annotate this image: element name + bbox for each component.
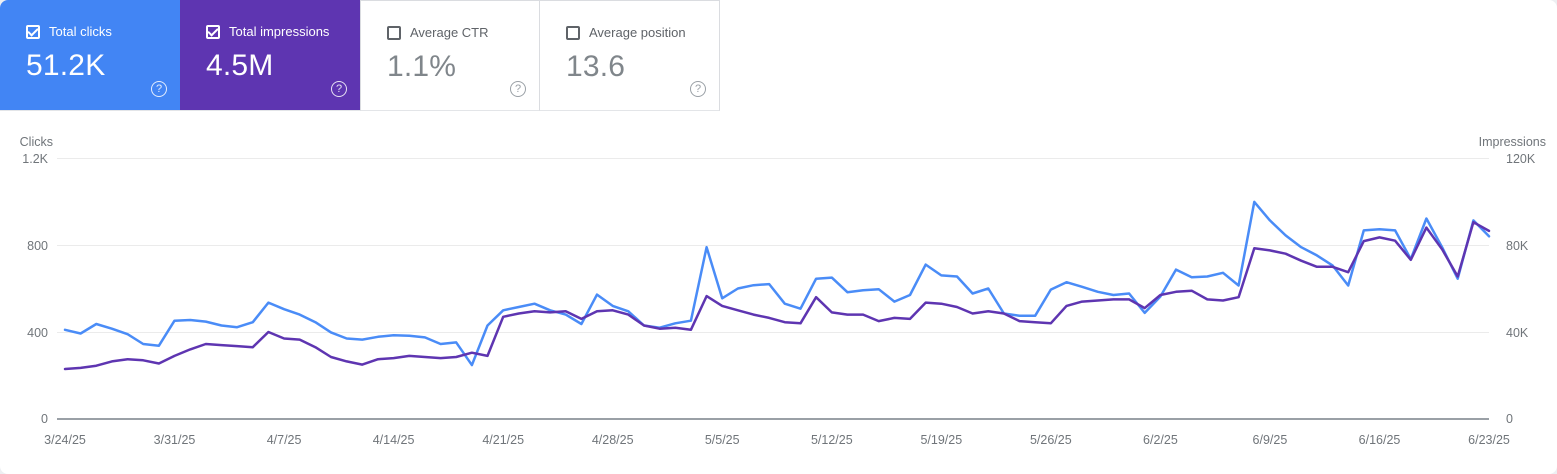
total-impressions-value: 4.5M <box>206 49 274 82</box>
average-ctr-value: 1.1% <box>387 50 457 83</box>
x-axis-label: 4/21/25 <box>482 433 524 447</box>
help-icon[interactable]: ? <box>151 81 167 97</box>
card-header: Total clicks <box>26 24 166 39</box>
x-axis-label: 6/2/25 <box>1143 433 1178 447</box>
card-total-impressions[interactable]: Total impressions 4.5M ? <box>180 0 360 111</box>
total-clicks-value: 51.2K <box>26 49 106 82</box>
x-axis-label: 6/16/25 <box>1359 433 1401 447</box>
card-average-position[interactable]: Average position 13.6 ? <box>540 0 720 111</box>
help-icon[interactable]: ? <box>690 81 706 97</box>
right-axis-tick: 0 <box>1506 412 1513 426</box>
average-position-value: 13.6 <box>566 50 626 83</box>
left-axis-tick: 0 <box>41 412 48 426</box>
x-axis-label: 4/14/25 <box>373 433 415 447</box>
right-axis-tick: 40K <box>1506 326 1529 340</box>
x-axis-label: 6/9/25 <box>1253 433 1288 447</box>
x-axis-label: 5/5/25 <box>705 433 740 447</box>
average-ctr-label: Average CTR <box>410 25 489 40</box>
card-average-ctr[interactable]: Average CTR 1.1% ? <box>360 0 540 111</box>
right-axis-tick: 80K <box>1506 239 1529 253</box>
total-impressions-checkbox[interactable] <box>206 24 220 39</box>
x-axis-label: 6/23/25 <box>1468 433 1510 447</box>
help-icon[interactable]: ? <box>510 81 526 97</box>
x-axis-label: 3/24/25 <box>44 433 86 447</box>
card-header: Average CTR <box>387 25 525 40</box>
average-position-checkbox[interactable] <box>566 25 580 40</box>
card-total-clicks[interactable]: Total clicks 51.2K ? <box>0 0 180 111</box>
clicks-line <box>63 200 1491 367</box>
x-axis-label: 5/19/25 <box>920 433 962 447</box>
total-impressions-label: Total impressions <box>229 24 330 39</box>
average-position-label: Average position <box>589 25 686 40</box>
total-clicks-label: Total clicks <box>49 24 112 39</box>
x-axis-label: 5/12/25 <box>811 433 853 447</box>
right-axis-tick: 120K <box>1506 152 1536 166</box>
left-axis-tick: 800 <box>27 239 48 253</box>
left-axis-tick: 400 <box>27 326 48 340</box>
left-axis-title: Clicks <box>20 135 53 149</box>
x-axis-label: 4/7/25 <box>267 433 302 447</box>
card-header: Total impressions <box>206 24 346 39</box>
average-ctr-checkbox[interactable] <box>387 25 401 40</box>
performance-chart[interactable]: Clicks 1.2K 800 400 0 Impressions 120K 8… <box>0 111 1557 474</box>
x-axis-label: 4/28/25 <box>592 433 634 447</box>
help-icon[interactable]: ? <box>331 81 347 97</box>
left-axis-tick: 1.2K <box>22 152 48 166</box>
metric-cards-row: Total clicks 51.2K ? Total impressions 4… <box>0 0 1557 111</box>
x-axis-label: 3/31/25 <box>154 433 196 447</box>
impressions-line <box>63 220 1491 371</box>
x-axis-labels: 3/24/25 3/31/25 4/7/25 4/14/25 4/21/25 4/28/2… <box>44 433 1510 447</box>
total-clicks-checkbox[interactable] <box>26 24 40 39</box>
card-header: Average position <box>566 25 705 40</box>
x-axis-label: 5/26/25 <box>1030 433 1072 447</box>
right-axis-title: Impressions <box>1479 135 1546 149</box>
gridlines <box>57 158 1489 420</box>
